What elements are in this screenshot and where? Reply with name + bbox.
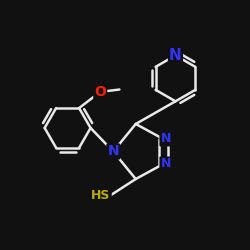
Text: O: O [94,85,106,99]
Text: HS: HS [91,189,111,202]
Text: N: N [160,132,171,145]
Text: N: N [160,158,171,170]
Text: N: N [169,48,182,63]
Text: N: N [108,144,119,158]
